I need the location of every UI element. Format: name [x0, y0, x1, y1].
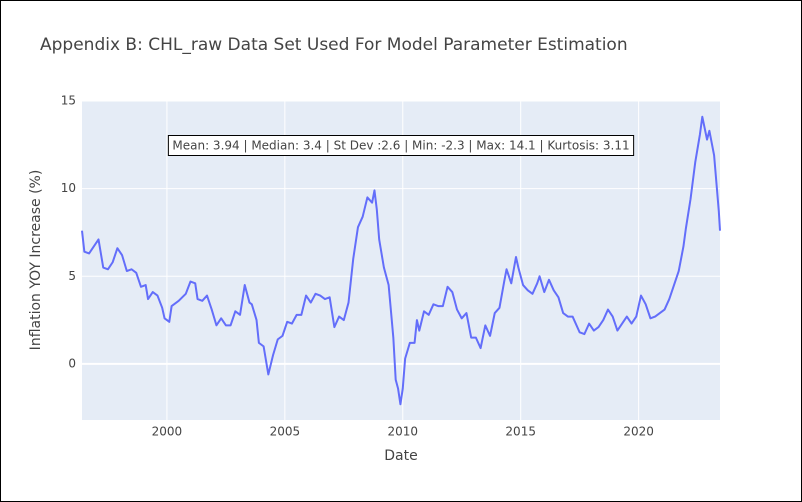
marks: [81, 115, 721, 406]
annotation-box: [167, 135, 635, 156]
y-tick-label: 10: [61, 181, 76, 195]
x-tick-label: 2020: [623, 425, 654, 439]
y-tick-label: 0: [68, 356, 76, 370]
x-tick-label: 2000: [152, 425, 183, 439]
y-tick-label: 5: [68, 269, 76, 283]
line-series: [81, 115, 721, 406]
chart-title: Appendix B: CHL_raw Data Set Used For Mo…: [40, 35, 628, 55]
x-axis-title: Date: [384, 448, 417, 464]
x-tick-label: 2010: [387, 425, 418, 439]
x-tick-label: 2005: [270, 425, 301, 439]
x-tick-label: 2015: [505, 425, 536, 439]
y-axis-title: Inflation YOY Increase (%): [28, 170, 44, 351]
annotation: Mean: 3.94 | Median: 3.4 | St Dev :2.6 |…: [172, 139, 629, 153]
y-tick-label: 15: [61, 94, 76, 108]
